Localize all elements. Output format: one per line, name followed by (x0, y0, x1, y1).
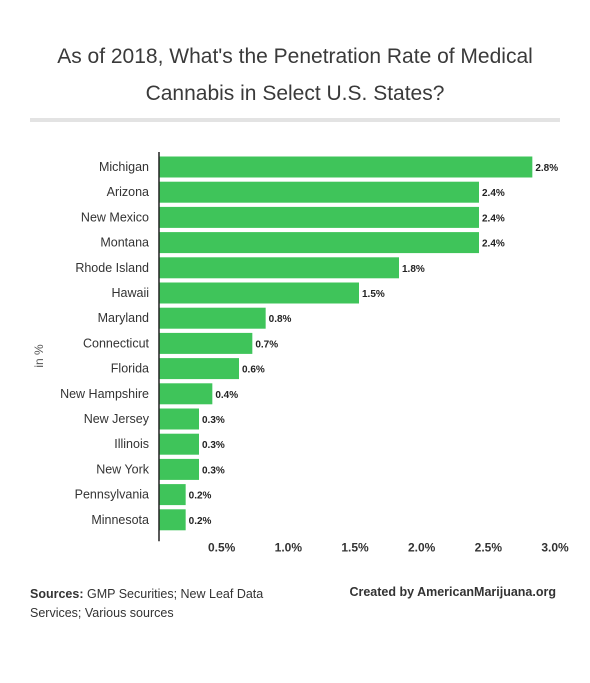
value-label: 0.2% (189, 516, 212, 527)
category-label: Minnesota (91, 513, 149, 527)
value-label: 0.3% (202, 440, 225, 451)
category-label: Pennsylvania (75, 488, 149, 502)
y-axis-label: in % (32, 344, 46, 368)
x-tick-label: 2.5% (475, 540, 503, 554)
bar (159, 181, 479, 203)
category-label: New Mexico (81, 210, 149, 224)
title-divider (30, 118, 560, 122)
value-label: 1.5% (362, 289, 385, 300)
bar (159, 383, 213, 405)
value-label: 2.4% (482, 188, 505, 199)
value-label: 0.2% (189, 491, 212, 502)
category-label: Arizona (107, 185, 149, 199)
category-label: Montana (100, 236, 149, 250)
category-label: Maryland (98, 311, 149, 325)
bar (159, 332, 253, 354)
bar (159, 509, 186, 531)
category-label: Hawaii (111, 286, 149, 300)
category-label: Connecticut (83, 336, 150, 350)
category-label: Michigan (99, 160, 149, 174)
sources-label: Sources: (30, 587, 84, 601)
x-tick-label: 3.0% (541, 540, 569, 554)
value-label: 0.3% (202, 465, 225, 476)
value-label: 1.8% (402, 264, 425, 275)
value-label: 2.4% (482, 213, 505, 224)
chart-title: As of 2018, What's the Penetration Rate … (57, 45, 533, 105)
category-label: New Hampshire (60, 387, 149, 401)
bar (159, 433, 199, 455)
category-label: Illinois (114, 437, 149, 451)
credit-text: Created by AmericanMarijuana.org (349, 585, 556, 599)
category-label: Rhode Island (75, 261, 149, 275)
category-label: Florida (111, 362, 149, 376)
x-tick-label: 2.0% (408, 540, 436, 554)
bar (159, 282, 359, 304)
bar (159, 484, 186, 506)
bar (159, 408, 199, 430)
x-tick-label: 0.5% (208, 540, 236, 554)
value-label: 0.3% (202, 415, 225, 426)
bar (159, 206, 479, 228)
value-label: 0.4% (215, 390, 238, 401)
bar-chart: Michigan 2.8% Arizona 2.4% New Mexico 2.4% Mon… (32, 152, 569, 554)
x-tick-label: 1.5% (341, 540, 369, 554)
category-label: New York (96, 462, 150, 476)
category-label: New Jersey (84, 412, 150, 426)
bar (159, 257, 399, 279)
sources-note: Sources: GMP Securities; New Leaf Data S… (30, 585, 300, 623)
bar (159, 307, 266, 329)
bar (159, 156, 533, 178)
sources-text: GMP Securities; New Leaf Data Services; … (30, 587, 264, 620)
bar (159, 458, 199, 480)
value-label: 2.8% (535, 163, 558, 174)
bar (159, 232, 479, 254)
bar (159, 358, 239, 380)
value-label: 0.8% (269, 314, 292, 325)
x-tick-label: 1.0% (275, 540, 303, 554)
value-label: 2.4% (482, 239, 505, 250)
value-label: 0.7% (255, 339, 278, 350)
value-label: 0.6% (242, 365, 265, 376)
